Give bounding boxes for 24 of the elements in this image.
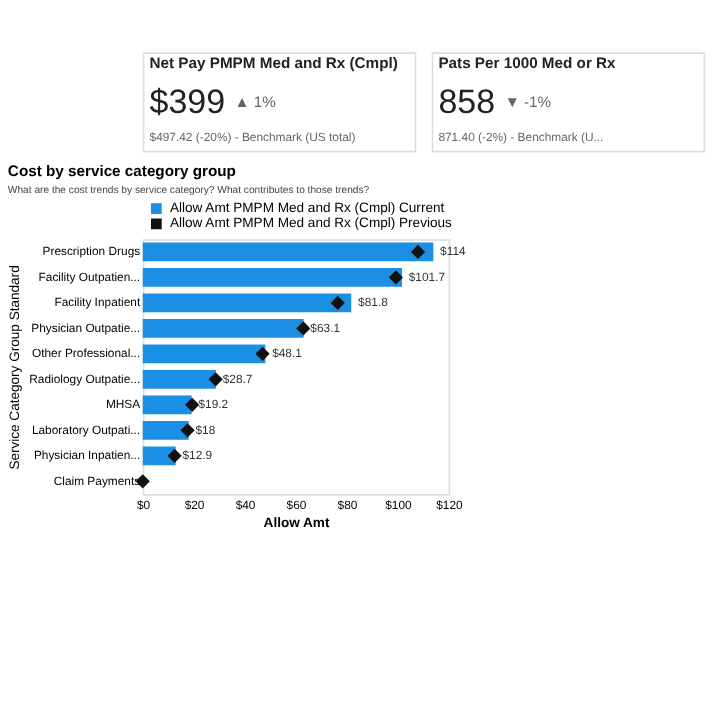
bar	[142, 370, 216, 389]
text: $399	[149, 83, 226, 122]
point	[208, 372, 223, 387]
point	[410, 244, 426, 260]
text: Pats Per 1000 Med or Rx	[438, 53, 618, 72]
bar	[142, 293, 352, 313]
bar	[142, 268, 402, 287]
point	[388, 270, 403, 285]
text: ▲ 1%	[234, 92, 277, 111]
point	[167, 448, 182, 463]
text: ▼ -1%	[504, 92, 552, 111]
point	[255, 346, 270, 361]
point	[185, 397, 200, 412]
text: Net Pay PMPM Med and Rx (Cmpl)	[149, 53, 399, 72]
point	[180, 423, 195, 438]
bar	[142, 242, 434, 262]
bar	[142, 319, 304, 338]
chart-title: Cost by service category group	[7, 162, 237, 181]
bar	[142, 395, 192, 415]
text: 858	[438, 83, 496, 122]
bar	[142, 421, 189, 440]
point	[330, 295, 345, 310]
point	[296, 321, 311, 336]
bar	[142, 344, 266, 364]
